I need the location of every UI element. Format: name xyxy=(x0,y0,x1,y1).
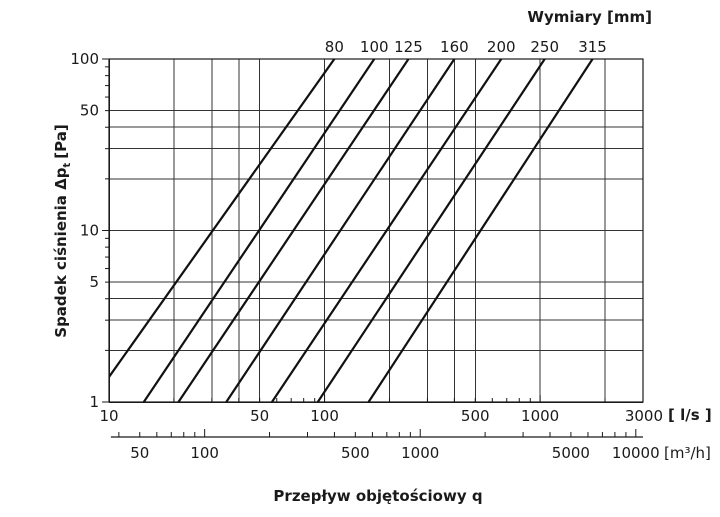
series-label-160: 160 xyxy=(440,38,469,56)
secondary-x-tick-label: 5000 xyxy=(552,444,590,462)
secondary-x-tick-label: 10000 xyxy=(612,444,660,462)
y-tick-label: 10 xyxy=(80,222,99,240)
y-axis-label-subscript: t xyxy=(62,162,73,167)
series-line-100 xyxy=(142,59,376,402)
series-label-315: 315 xyxy=(578,38,607,56)
y-tick-label: 1 xyxy=(89,393,99,411)
y-axis-label: Spadek ciśnienia Δp xyxy=(52,167,70,337)
x-tick-label: 50 xyxy=(250,407,269,425)
y-tick-label: 5 xyxy=(89,273,99,291)
y-tick-label: 100 xyxy=(70,50,99,68)
x-tick-label: 1000 xyxy=(521,407,559,425)
series-line-80 xyxy=(109,59,336,378)
series-label-250: 250 xyxy=(530,38,559,56)
x-axis-unit-primary: [ l/s ] xyxy=(668,406,712,424)
chart-title: Wymiary [mm] xyxy=(527,8,652,26)
series-label-125: 125 xyxy=(394,38,423,56)
x-tick-label: 500 xyxy=(461,407,490,425)
x-tick-label: 10 xyxy=(99,407,118,425)
series-line-200 xyxy=(271,59,503,402)
svg-text:Spadek ciśnienia Δpt[Pa]: Spadek ciśnienia Δpt [Pa] xyxy=(52,124,73,337)
secondary-x-tick-label: 1000 xyxy=(401,444,439,462)
series-line-315 xyxy=(367,59,594,402)
secondary-x-tick-label: 100 xyxy=(190,444,219,462)
series-label-80: 80 xyxy=(325,38,344,56)
x-axis-unit-secondary: [m³/h] xyxy=(664,444,711,462)
y-tick-label: 50 xyxy=(80,102,99,120)
tick-labels: 1 5 10 50 100 10 50 100 500 1000 3000 50 100 500 1000 5… xyxy=(70,50,663,462)
series-line-250 xyxy=(316,59,546,402)
y-axis-label-group: Spadek ciśnienia Δpt [Pa] xyxy=(52,124,73,337)
series-line-125 xyxy=(177,59,410,402)
series-lines xyxy=(109,59,594,402)
series-line-160 xyxy=(225,59,456,402)
x-axis-label: Przepływ objętościowy q xyxy=(273,487,482,505)
series-label-100: 100 xyxy=(360,38,389,56)
series-labels: 80 100 125 160 200 250 315 xyxy=(325,38,607,56)
secondary-x-tick-label: 50 xyxy=(130,444,149,462)
secondary-x-tick-label: 500 xyxy=(341,444,370,462)
x-tick-label: 100 xyxy=(310,407,339,425)
axes xyxy=(102,58,644,438)
grid xyxy=(109,59,643,402)
y-axis-label-unit: [Pa] xyxy=(52,124,70,158)
series-label-200: 200 xyxy=(487,38,516,56)
x-tick-label: 3000 xyxy=(625,407,663,425)
